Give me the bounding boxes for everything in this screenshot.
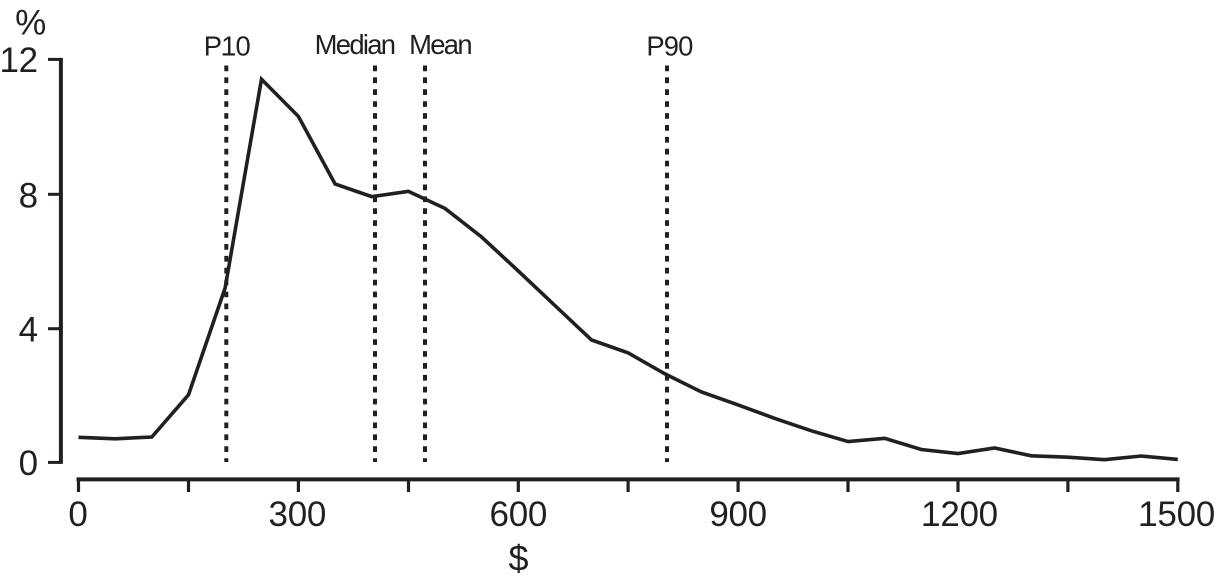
svg-text:$: $ <box>508 538 528 577</box>
svg-text:0: 0 <box>19 444 38 483</box>
svg-text:P90: P90 <box>646 30 693 61</box>
svg-text:4: 4 <box>19 310 38 349</box>
svg-text:1500: 1500 <box>1138 495 1215 534</box>
svg-text:Mean: Mean <box>409 29 471 60</box>
svg-text:300: 300 <box>269 495 327 534</box>
svg-text:0: 0 <box>68 495 87 534</box>
svg-text:12: 12 <box>0 41 38 80</box>
svg-text:8: 8 <box>19 176 38 215</box>
svg-text:1200: 1200 <box>921 495 998 534</box>
svg-text:%: % <box>15 3 46 42</box>
svg-text:P10: P10 <box>204 30 251 61</box>
svg-text:900: 900 <box>709 495 767 534</box>
svg-text:600: 600 <box>490 495 548 534</box>
svg-text:Median: Median <box>315 29 395 60</box>
